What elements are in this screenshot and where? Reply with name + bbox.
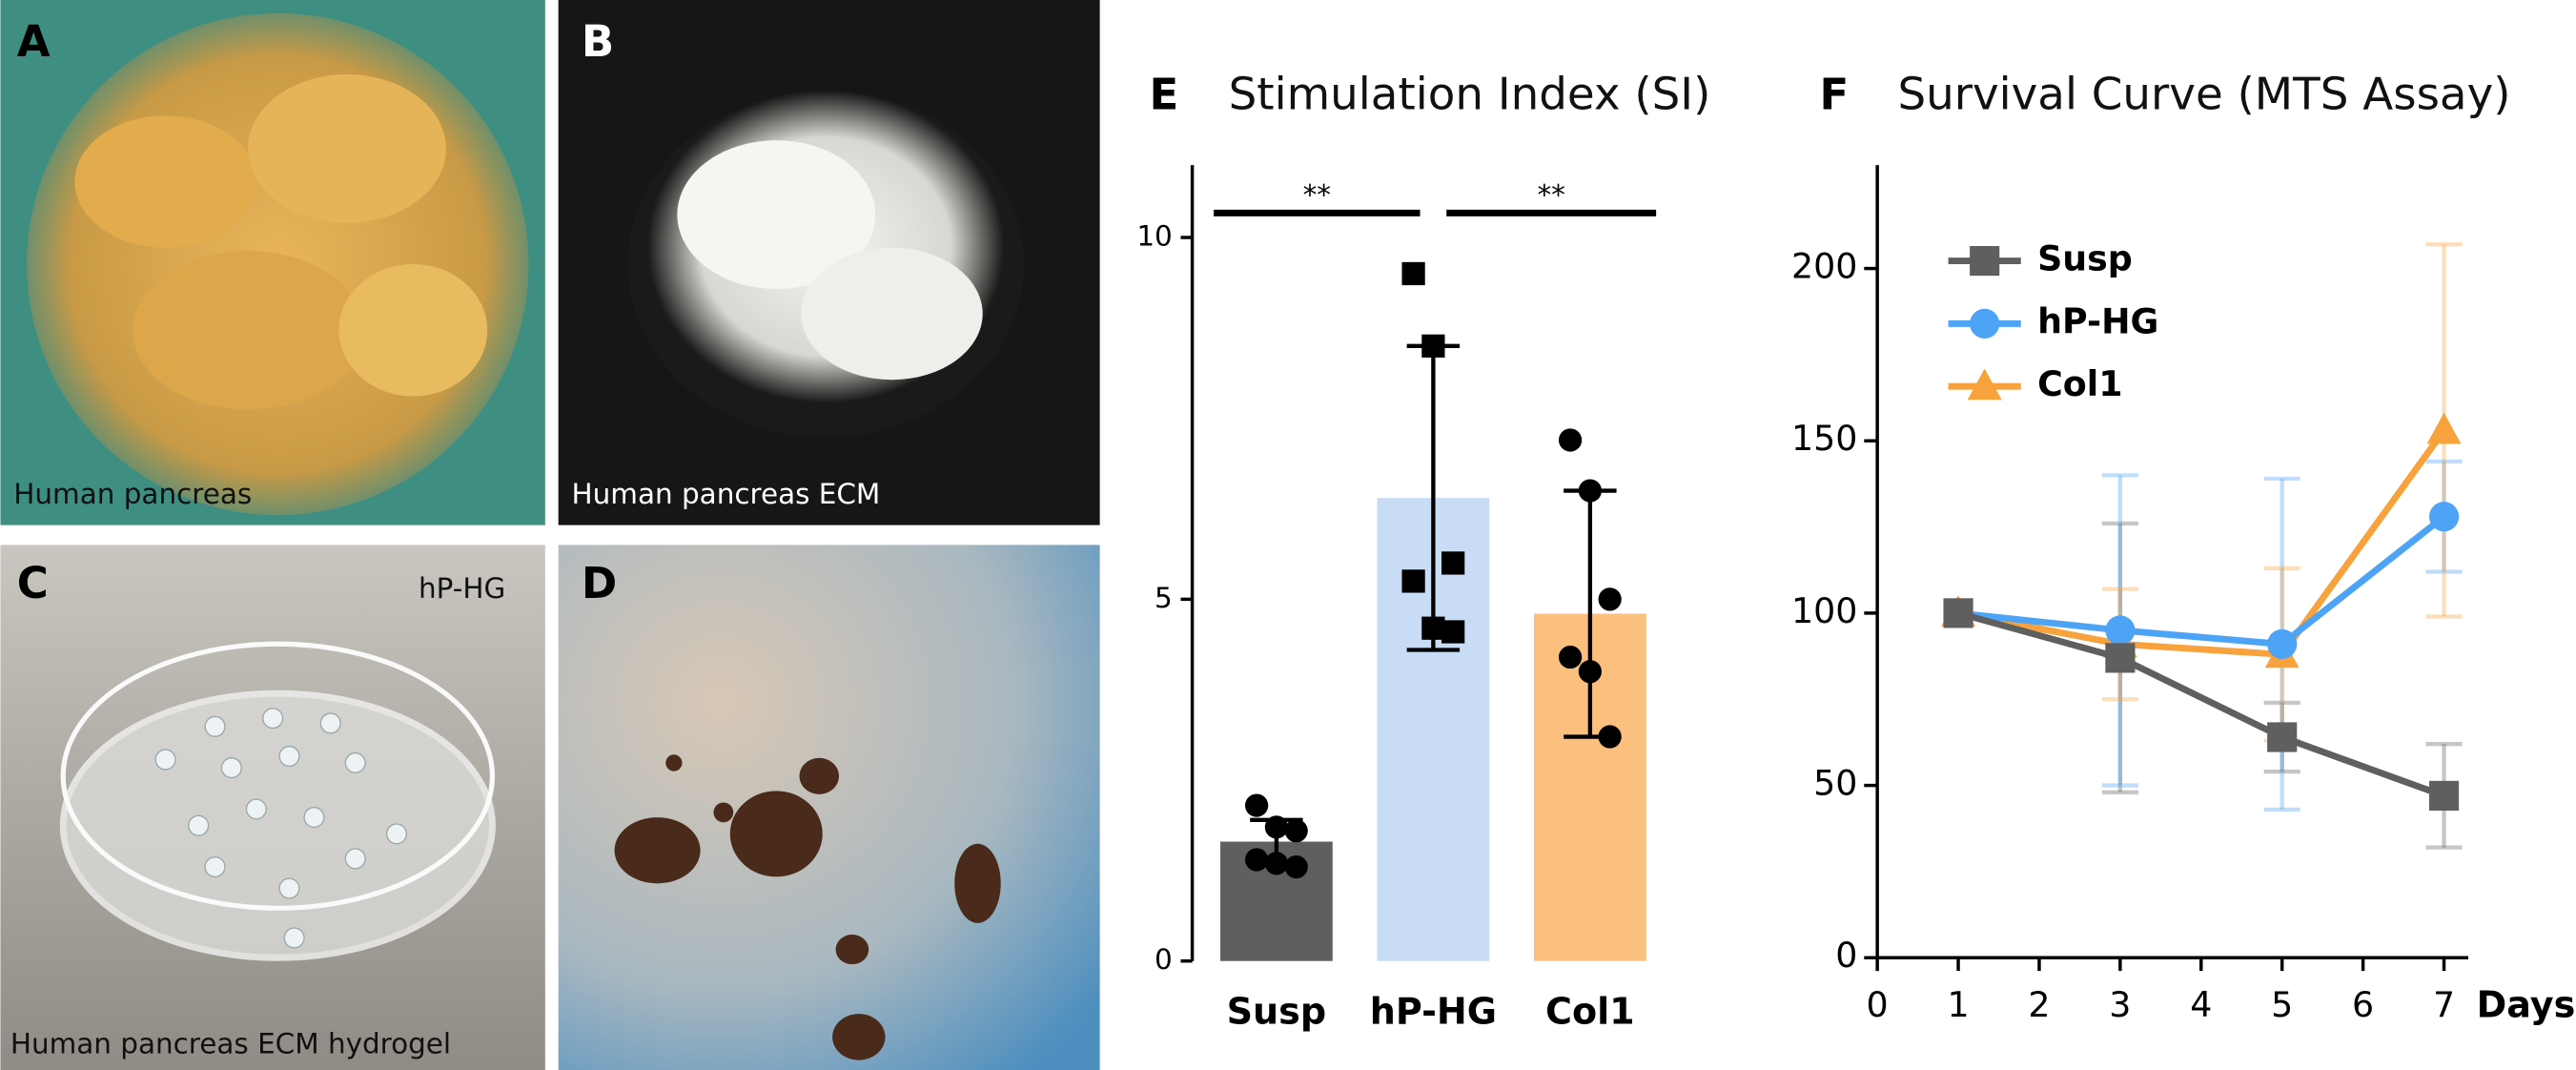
marker [1970, 245, 2000, 277]
panel-caption: Human pancreas ECM [572, 478, 881, 510]
significance-label: ** [1303, 179, 1331, 212]
panel-caption: Human pancreas [13, 478, 252, 510]
marker [2267, 722, 2298, 752]
legend-label: Col1 [2037, 363, 2122, 404]
x-tick-label: hP-HG [1370, 991, 1497, 1033]
marker [1264, 815, 1288, 839]
y-tick-label: 100 [1791, 590, 1857, 631]
x-tick-label: 7 [2433, 984, 2455, 1025]
x-tick-label: 1 [1947, 984, 1969, 1025]
marker [1558, 645, 1583, 669]
marker [1244, 848, 1269, 872]
x-tick-label: 4 [2190, 984, 2212, 1025]
series-line [1957, 609, 2445, 799]
y-tick-label: 200 [1791, 246, 1857, 287]
significance-label: ** [1537, 179, 1564, 212]
photo-c [0, 545, 545, 1070]
marker [1244, 793, 1269, 817]
y-tick-label: 5 [1155, 582, 1173, 614]
marker [2428, 780, 2460, 812]
marker [1441, 551, 1465, 575]
marker [1970, 308, 2000, 339]
marker [1441, 620, 1465, 644]
panel-letter: E [1150, 69, 1179, 119]
series-line [1957, 514, 2446, 648]
marker [1421, 334, 1445, 358]
marker [1967, 368, 2002, 401]
marker [2426, 412, 2462, 444]
chart-title: Survival Curve (MTS Assay) [1897, 69, 2510, 120]
marker [1598, 725, 1622, 749]
series-line [1957, 428, 2447, 658]
panel-tag: hP-HG [419, 572, 505, 605]
panel-letter: F [1820, 69, 1850, 119]
x-tick-label: Susp [1227, 991, 1326, 1033]
marker [1578, 479, 1602, 503]
y-tick-label: 0 [1835, 935, 1857, 976]
marker [1284, 854, 1308, 879]
x-tick-label: 2 [2028, 984, 2050, 1025]
photo-a [0, 0, 545, 525]
legend-label: Susp [2037, 238, 2133, 279]
photo-d [558, 545, 1100, 1070]
y-tick-label: 50 [1813, 763, 1857, 804]
panel-letter: D [582, 558, 617, 608]
legend-label: hP-HG [2037, 300, 2158, 341]
chart-title: Stimulation Index (SI) [1229, 69, 1711, 120]
y-tick-label: 150 [1791, 418, 1857, 459]
marker [2105, 615, 2136, 646]
marker [1284, 819, 1308, 843]
panel-letter: C [17, 558, 49, 608]
x-tick-label: 6 [2352, 984, 2374, 1025]
marker [2105, 643, 2136, 673]
panel-letter: A [17, 16, 51, 67]
y-tick-label: 0 [1155, 943, 1173, 976]
panel-letter: B [582, 16, 614, 67]
y-tick-label: 10 [1136, 220, 1172, 253]
marker [1558, 428, 1583, 452]
marker [1401, 569, 1425, 593]
marker [1401, 261, 1425, 286]
photo-b [558, 0, 1100, 525]
x-tick-label: 3 [2109, 984, 2131, 1025]
marker [2428, 502, 2460, 532]
marker [1264, 852, 1288, 875]
marker [1578, 660, 1602, 684]
x-tick-label: 0 [1867, 984, 1889, 1025]
x-tick-label: Col1 [1545, 991, 1635, 1033]
panel-caption: Human pancreas ECM hydrogel [10, 1028, 451, 1060]
marker [2267, 628, 2298, 660]
marker [1421, 616, 1445, 640]
x-axis-label: Days [2477, 984, 2576, 1026]
x-tick-label: 5 [2271, 984, 2293, 1025]
marker [1943, 598, 1973, 628]
marker [1598, 587, 1622, 611]
